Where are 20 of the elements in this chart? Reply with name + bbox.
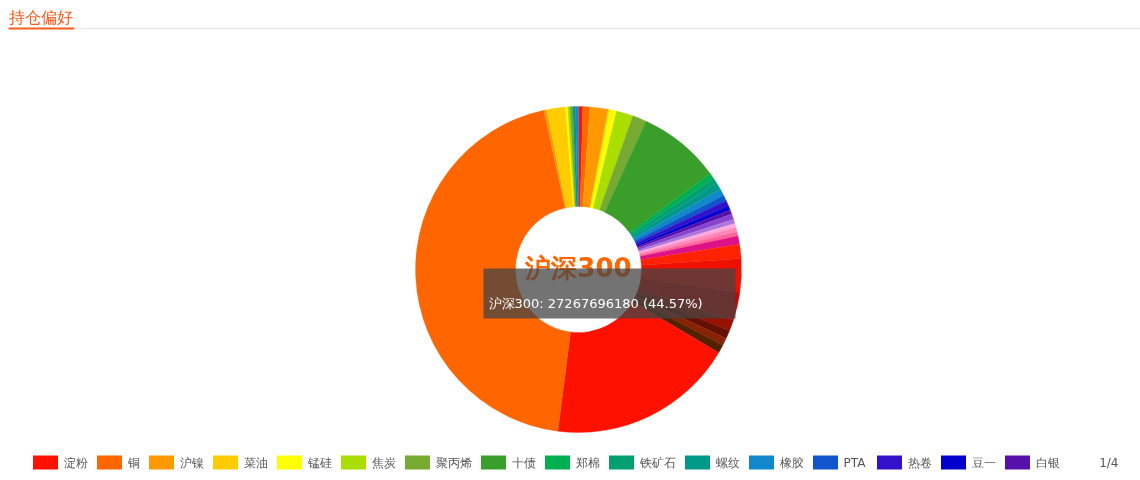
legend-label: 橡胶 [779, 455, 804, 470]
legend-label: 焦炭 [371, 455, 396, 470]
legend-label: 十债 [511, 455, 536, 470]
text: 1/4 [1099, 455, 1119, 470]
legend-label: 螺纹 [715, 455, 740, 470]
legend-label: 豆一 [971, 455, 996, 470]
legend-label: 沪镍 [179, 455, 204, 470]
legend-label: PTA [843, 455, 867, 470]
legend-label: 锰硅 [306, 455, 332, 470]
legend-label: 郑棉 [575, 455, 600, 470]
legend-label: 白银 [1035, 455, 1060, 470]
chart-title: 持仓偏好 [8, 8, 73, 27]
legend-label: 淀粉 [63, 455, 88, 470]
legend-label: 热卷 [907, 455, 932, 470]
text: 沪深300 [524, 252, 632, 283]
legend-label: 铁矿石 [638, 455, 676, 470]
legend-label: 聚丙烯 [435, 455, 472, 470]
legend-label: 铜 [126, 455, 140, 470]
legend-label: 菜油 [243, 455, 268, 470]
text: 沪深300: 27267696180 (44.57%) [488, 296, 703, 311]
